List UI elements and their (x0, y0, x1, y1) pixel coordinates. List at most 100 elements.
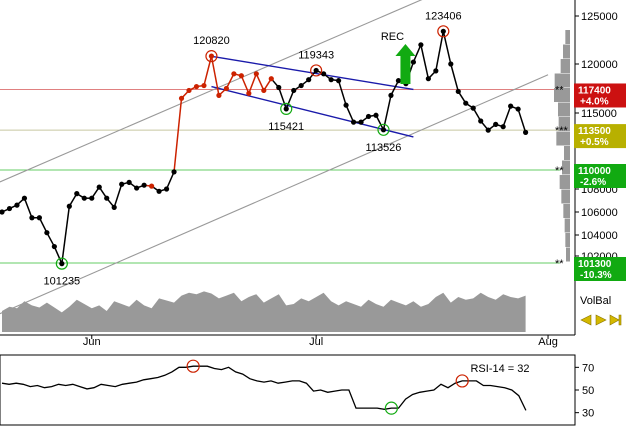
trough-marker (377, 123, 390, 136)
horizontal-levels (0, 88, 560, 264)
price-point (343, 102, 349, 108)
volume-profile-bar (558, 102, 570, 117)
price-point (493, 121, 499, 127)
price-point (388, 92, 394, 98)
annotation-label: 120820 (193, 35, 230, 47)
price-segment (255, 73, 265, 91)
price-point (21, 195, 28, 201)
price-point (508, 103, 514, 109)
level-tag-value: 117400 (578, 85, 611, 96)
price-point (410, 59, 416, 65)
price-segment (113, 184, 123, 208)
price-point (418, 42, 424, 48)
rsi-panel: 30 50 70 RSI-14 = 32 (0, 354, 594, 426)
price-point (380, 127, 387, 133)
annotation-label: 123406 (425, 10, 462, 22)
price-point (59, 261, 65, 267)
level-stars: ** (555, 165, 564, 177)
price-point (268, 76, 274, 82)
price-point (36, 215, 43, 221)
price-point (14, 202, 20, 208)
nav-controls[interactable] (580, 314, 622, 326)
price-point (216, 92, 222, 98)
price-point (463, 100, 469, 106)
rsi-line (1, 365, 527, 411)
volume-profile-bar (565, 30, 570, 44)
volume-profile-bar (564, 146, 570, 160)
level-tag-value: 113500 (578, 126, 611, 137)
buy-signal-arrow-icon (395, 44, 416, 84)
price-point (440, 28, 446, 34)
price-point (171, 169, 177, 175)
price-point (246, 90, 252, 96)
level-tag-change: +4.0% (580, 96, 609, 107)
rsi-y-tick-label: 50 (582, 385, 594, 397)
price-point (163, 186, 170, 192)
level-stars: ** (555, 258, 564, 270)
volume-profile-bar (563, 204, 570, 218)
volume-profile-bar (560, 59, 570, 73)
price-point (74, 191, 80, 197)
arrow-right-icon[interactable] (595, 314, 607, 326)
price-segment (345, 104, 355, 123)
price-point (89, 195, 95, 201)
price-segment (225, 73, 235, 89)
price-point (306, 77, 312, 83)
price-segment (61, 206, 71, 264)
price-point (156, 188, 162, 194)
price-point (126, 179, 132, 185)
annotation-label: 115421 (268, 121, 304, 133)
price-segment (390, 80, 400, 96)
price-point (523, 129, 529, 135)
price-point (291, 87, 297, 94)
price-point (395, 78, 402, 84)
price-point (500, 124, 506, 130)
rsi-y-tick-label: 30 (582, 408, 594, 420)
x-tick-label: Jul (309, 336, 323, 348)
level-tag-value: 110000 (578, 166, 611, 177)
level-stars: *** (555, 125, 569, 137)
level-tag-change: -10.3% (580, 270, 612, 281)
volume-profile-bar (554, 73, 570, 88)
rsi-y-tick-label: 70 (582, 362, 594, 374)
price-point (29, 215, 35, 221)
price-segment (173, 98, 183, 172)
y-tick-label: 120000 (581, 59, 618, 71)
price-point (336, 78, 342, 84)
arrow-left-icon[interactable] (580, 314, 592, 326)
level-tag (574, 257, 626, 281)
price-segment (412, 44, 422, 63)
level-tag (574, 164, 626, 188)
peak-marker (205, 50, 218, 63)
price-point (193, 83, 200, 90)
price-segment (435, 31, 445, 71)
price-segment (502, 105, 512, 127)
price-segment (210, 55, 220, 96)
price-point (81, 195, 87, 201)
trend-line (0, 74, 549, 315)
price-segment (23, 197, 33, 219)
price-point (66, 203, 72, 209)
price-segment (165, 171, 175, 190)
trough-marker (55, 257, 68, 270)
volume-profile (554, 30, 570, 262)
arrow-right-end-icon[interactable] (609, 314, 622, 326)
rsi-oversold-marker (384, 401, 398, 415)
price-segment (375, 114, 385, 131)
annotation-label: 113526 (366, 142, 402, 154)
price-point (231, 71, 237, 77)
price-segment (420, 44, 430, 79)
y-tick-label: 106000 (581, 207, 618, 219)
volume-profile-bar (558, 117, 570, 131)
level-tag-change: -2.6% (580, 177, 606, 188)
price-segment (46, 232, 56, 247)
price-segment (337, 80, 347, 106)
y-tick-label: 104000 (581, 230, 618, 242)
volume-profile-bar (564, 218, 570, 233)
volume-profile-bar (562, 160, 570, 175)
level-tag (574, 83, 626, 108)
price-point (261, 87, 267, 94)
volume-profile-bar (554, 88, 570, 102)
